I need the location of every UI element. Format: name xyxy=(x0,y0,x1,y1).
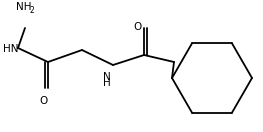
Text: H: H xyxy=(103,78,111,88)
Text: N: N xyxy=(103,72,111,82)
Text: 2: 2 xyxy=(29,6,34,15)
Text: NH: NH xyxy=(16,2,32,12)
Text: HN: HN xyxy=(3,44,18,54)
Text: O: O xyxy=(39,96,47,106)
Text: O: O xyxy=(134,22,142,32)
